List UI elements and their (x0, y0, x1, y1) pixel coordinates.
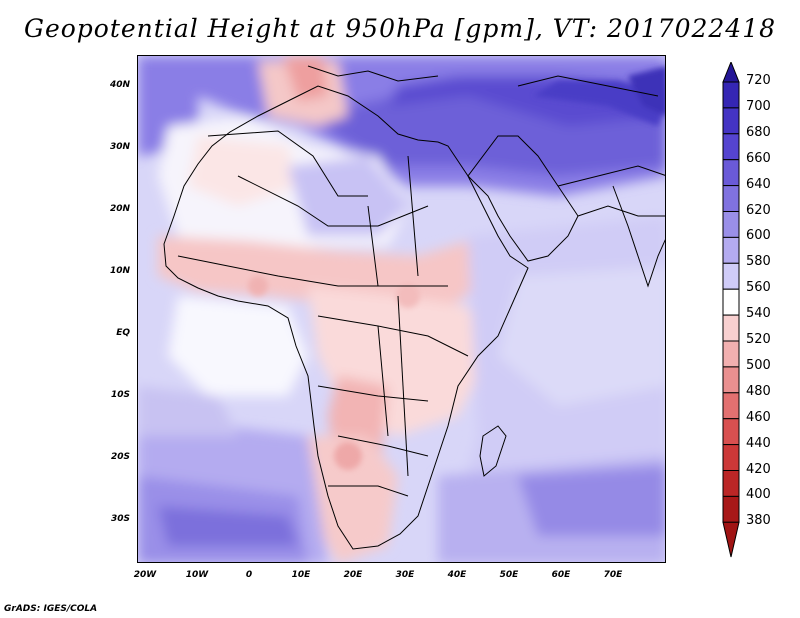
lon-label-70e: 70E (603, 570, 623, 580)
lon-label-20e: 20E (343, 570, 363, 580)
map-panel (137, 55, 666, 563)
colorbar-box-540 (722, 314, 740, 342)
colorbar-box-720 (722, 81, 740, 109)
colorbar-box-560 (722, 288, 740, 316)
colorbar-label-380: 380 (746, 513, 771, 529)
colorbar (722, 62, 740, 558)
colorbar-box-400 (722, 495, 740, 523)
colorbar-label-460: 460 (746, 409, 771, 425)
colorbar-label-640: 640 (746, 176, 771, 192)
colorbar-label-600: 600 (746, 228, 771, 244)
map-canvas (138, 56, 665, 562)
lat-label-20n: 20N (109, 204, 130, 214)
colorbar-label-520: 520 (746, 332, 771, 347)
lat-label-40n: 40N (109, 80, 130, 90)
colorbar-box-520 (722, 340, 740, 368)
colorbar-box-660 (722, 159, 740, 187)
lat-label-eq: EQ (116, 328, 130, 338)
coastline (163, 65, 665, 550)
colorbar-box-420 (722, 470, 740, 497)
colorbar-label-700: 700 (746, 98, 771, 114)
colorbar-label-720: 720 (746, 73, 771, 88)
colorbar-label-480: 480 (746, 383, 771, 399)
colorbar-box-480 (722, 392, 740, 420)
lon-label-60e: 60E (551, 570, 571, 580)
colorbar-box-680 (722, 133, 740, 161)
lon-label-10e: 10E (291, 570, 311, 580)
colorbar-box-440 (722, 444, 740, 472)
colorbar-label-620: 620 (746, 202, 771, 218)
height-field-detail (248, 66, 665, 470)
lat-label-10n: 10N (109, 266, 130, 276)
grads-credit: GrADS: IGES/COLA (4, 604, 98, 614)
colorbar-box-580 (722, 262, 740, 290)
colorbar-label-580: 580 (746, 254, 771, 270)
lat-label-20s: 20S (110, 452, 130, 462)
colorbar-label-680: 680 (746, 124, 771, 140)
colorbar-box-500 (722, 366, 740, 394)
colorbar-label-440: 440 (746, 435, 771, 451)
colorbar-label-400: 400 (746, 487, 771, 503)
lat-label-30s: 30S (110, 514, 130, 524)
lon-label-10w: 10W (185, 570, 209, 580)
colorbar-box-640 (722, 185, 740, 212)
colorbar-bottom-arrow (722, 521, 740, 558)
colorbar-box-620 (722, 211, 740, 238)
lon-label-50e: 50E (499, 570, 519, 580)
colorbar-label-540: 540 (746, 306, 771, 322)
colorbar-box-460 (722, 418, 740, 446)
map-title: Geopotential Height at 950hPa [gpm], VT:… (23, 14, 777, 43)
lon-label-30e: 30E (395, 570, 415, 580)
height-field (138, 56, 665, 562)
colorbar-label-560: 560 (746, 280, 771, 296)
colorbar-label-500: 500 (746, 357, 771, 373)
lat-label-10s: 10S (110, 390, 130, 400)
lat-label-30n: 30N (109, 142, 130, 152)
colorbar-top-arrow (722, 62, 740, 83)
colorbar-box-700 (722, 107, 740, 135)
lon-label-0: 0 (245, 570, 253, 580)
colorbar-label-420: 420 (746, 461, 771, 477)
lon-label-40e: 40E (447, 570, 467, 580)
colorbar-box-600 (722, 236, 740, 264)
lon-label-20w: 20W (133, 570, 157, 580)
colorbar-label-660: 660 (746, 150, 771, 166)
